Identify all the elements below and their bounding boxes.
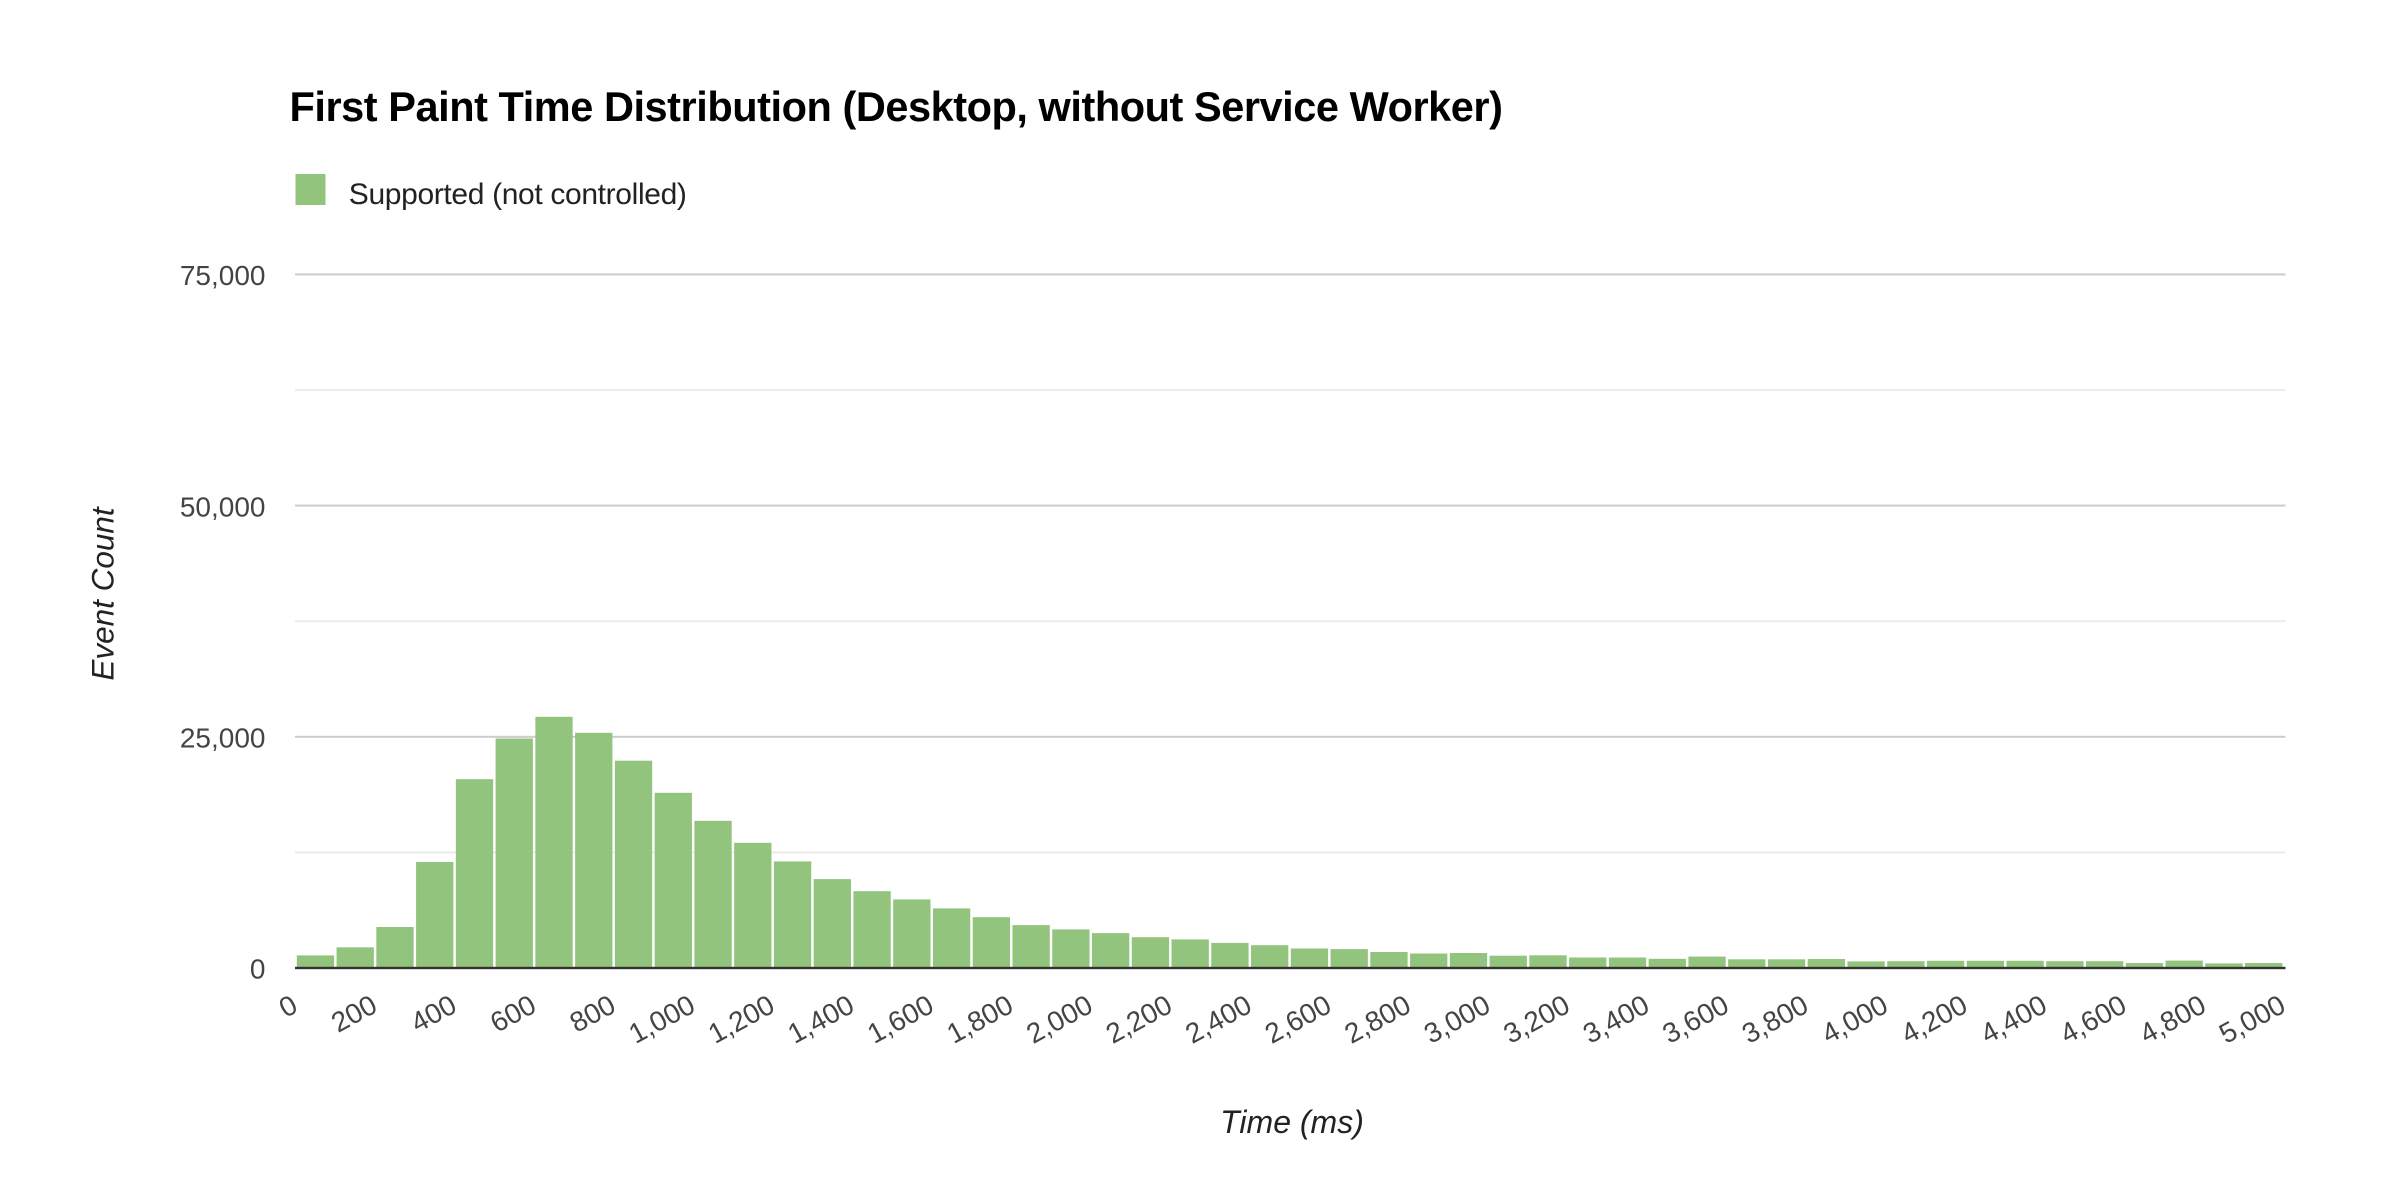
svg-text:75,000: 75,000	[180, 260, 266, 291]
svg-text:0: 0	[250, 954, 266, 985]
svg-text:Time (ms): Time (ms)	[1220, 1104, 1364, 1140]
svg-text:Event Count: Event Count	[85, 506, 121, 681]
svg-text:First Paint Time Distribution: First Paint Time Distribution (Desktop, …	[290, 83, 1503, 130]
svg-text:Supported (not controlled): Supported (not controlled)	[349, 178, 687, 211]
svg-text:25,000: 25,000	[180, 723, 266, 754]
svg-text:50,000: 50,000	[180, 491, 266, 522]
